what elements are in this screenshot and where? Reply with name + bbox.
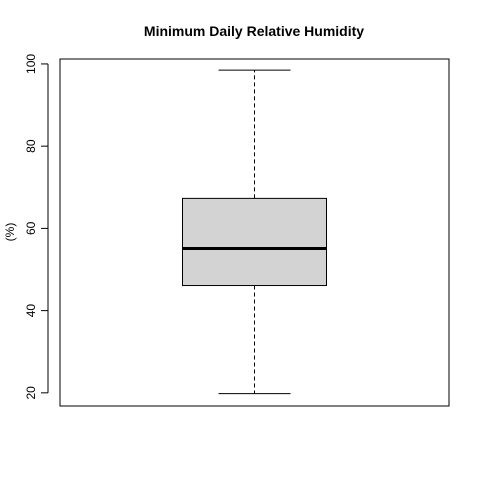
y-tick-label: 60 (24, 221, 38, 235)
y-tick-label: 100 (24, 54, 38, 74)
chart-title: Minimum Daily Relative Humidity (144, 23, 364, 39)
y-axis-label: (%) (3, 223, 17, 242)
interquartile-box (182, 197, 327, 287)
y-axis: 20 40 60 80 100 (24, 54, 49, 400)
y-tick-label: 20 (24, 386, 38, 400)
plot-frame (59, 58, 450, 407)
box-layer (182, 69, 327, 395)
y-tick-label: 40 (24, 304, 38, 318)
y-tick-label: 80 (24, 139, 38, 153)
